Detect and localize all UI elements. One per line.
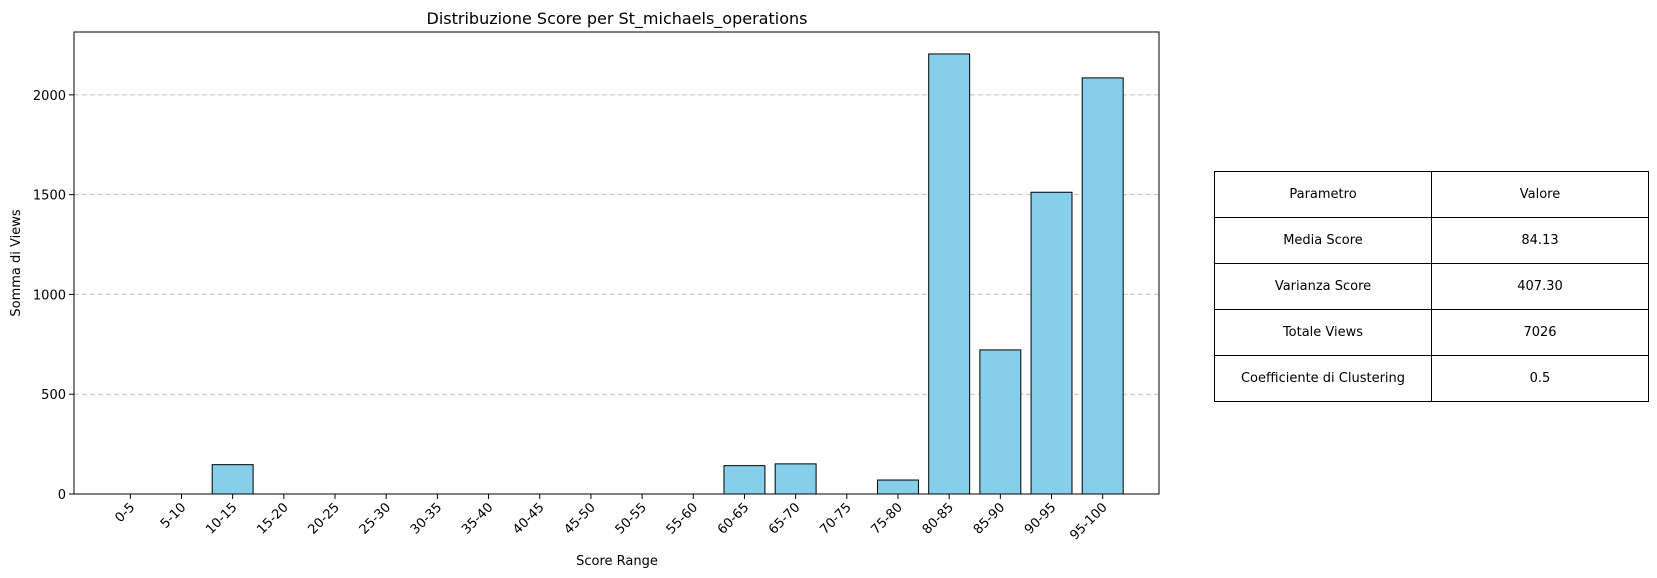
bar-chart: 0 500 1000 1500 2000 0-5 5-10 10-15 15-20 20-25 2… <box>9 9 1160 569</box>
x-tick-label: 20-25 <box>306 500 343 537</box>
x-tick-label: 45-50 <box>561 500 598 537</box>
y-tick-label: 2000 <box>33 89 66 104</box>
stats-table: Parametro Valore Media Score 84.13 Varianza … <box>1214 171 1649 402</box>
x-tick-label: 30-35 <box>408 500 445 537</box>
x-tick-label: 80-85 <box>920 500 957 537</box>
x-tick-label: 40-45 <box>510 500 547 537</box>
x-tick-label: 55-60 <box>664 500 701 537</box>
x-tick-label: 95-100 <box>1067 500 1110 543</box>
x-axis-label: Score Range <box>576 554 658 569</box>
x-tick-label: 70-75 <box>817 500 854 537</box>
table-row: Varianza Score 407.30 <box>1214 263 1649 310</box>
x-tick-label: 50-55 <box>613 500 650 537</box>
bar-75-80 <box>877 479 919 495</box>
table-header-cell: Parametro <box>1214 171 1432 218</box>
x-tick-label: 85-90 <box>971 500 1008 537</box>
bar-60-65 <box>723 465 766 495</box>
chart-title: Distribuzione Score per St_michaels_oper… <box>427 9 808 29</box>
x-tick-label: 15-20 <box>254 500 291 537</box>
y-tick-label: 500 <box>41 388 66 403</box>
table-row: Media Score 84.13 <box>1214 217 1649 264</box>
x-tick-label: 35-40 <box>459 500 496 537</box>
bar-90-95 <box>1030 191 1073 495</box>
table-cell: 7026 <box>1431 309 1649 356</box>
table-header-cell: Valore <box>1431 171 1649 218</box>
y-tick-label: 0 <box>58 488 66 503</box>
x-tick-label: 10-15 <box>203 500 240 537</box>
table-cell: Media Score <box>1214 217 1432 264</box>
y-tick-label: 1500 <box>33 189 66 204</box>
table-row: Coefficiente di Clustering 0.5 <box>1214 355 1649 402</box>
table-row: Totale Views 7026 <box>1214 309 1649 356</box>
y-tick-label: 1000 <box>33 288 66 303</box>
x-tick-label: 25-30 <box>357 500 394 537</box>
grid-lines <box>74 94 1159 395</box>
x-tick-label: 5-10 <box>158 500 189 531</box>
x-tick-label: 90-95 <box>1022 500 1059 537</box>
table-cell: Varianza Score <box>1214 263 1432 310</box>
bars <box>211 53 1124 495</box>
table-cell: Totale Views <box>1214 309 1432 356</box>
table-cell: Coefficiente di Clustering <box>1214 355 1432 402</box>
table-cell: 84.13 <box>1431 217 1649 264</box>
table-cell: 0.5 <box>1431 355 1649 402</box>
x-tick-label: 65-70 <box>766 500 803 537</box>
x-axis: 0-5 5-10 10-15 15-20 20-25 25-30 30-35 35-40 40-… <box>113 494 1111 543</box>
bar-65-70 <box>774 463 817 495</box>
y-axis-label: Somma di Views <box>9 209 24 316</box>
x-tick-label: 75-80 <box>868 500 905 537</box>
bar-95-100 <box>1081 77 1124 495</box>
x-tick-label: 0-5 <box>113 500 139 526</box>
table-header-row: Parametro Valore <box>1214 171 1649 218</box>
plot-frame <box>73 31 1160 495</box>
x-tick-label: 60-65 <box>715 500 752 537</box>
bar-85-90 <box>979 349 1022 495</box>
y-axis: 0 500 1000 1500 2000 <box>33 89 74 503</box>
table-cell: 407.30 <box>1431 263 1649 310</box>
bar-10-15 <box>211 464 254 495</box>
bar-80-85 <box>928 53 971 495</box>
